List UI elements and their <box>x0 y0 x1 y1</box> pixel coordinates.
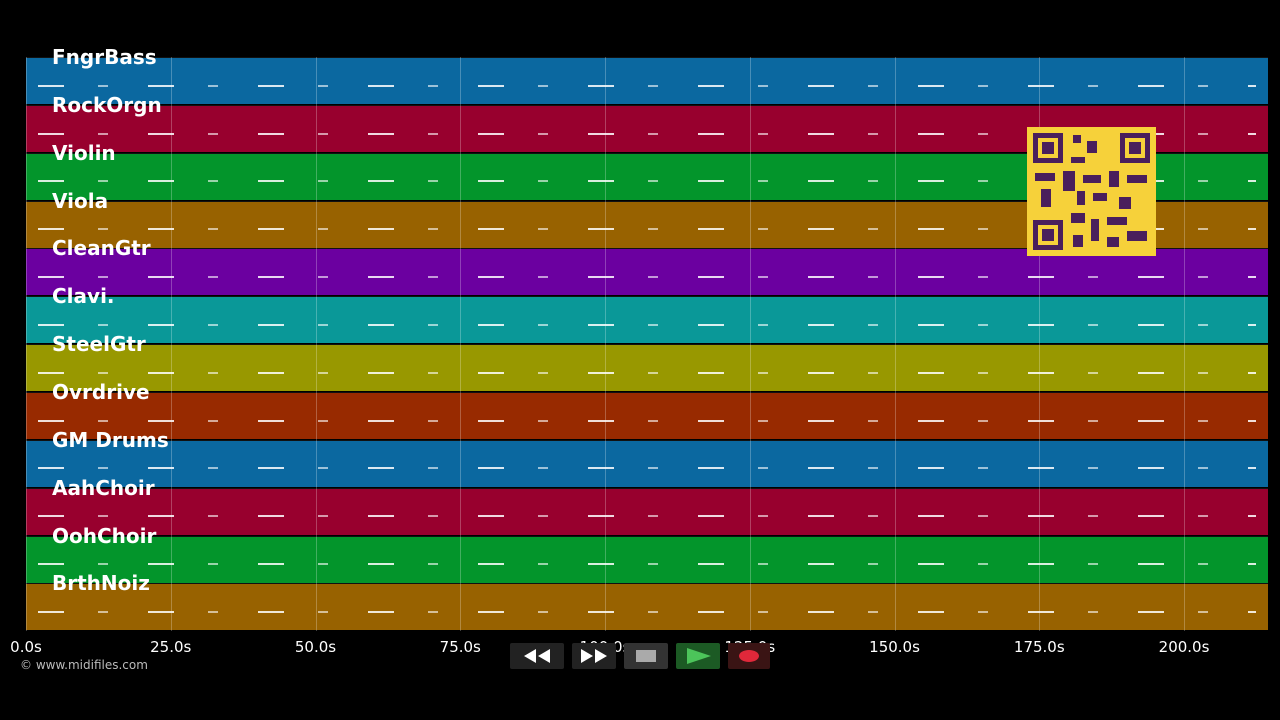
time-tick-label: 25.0s <box>150 638 192 656</box>
grid-line <box>894 57 896 631</box>
track-lane <box>26 487 1268 535</box>
track-lane <box>26 391 1268 439</box>
qr-pattern <box>1033 133 1150 250</box>
rewind-icon <box>524 649 550 663</box>
grid-line <box>170 57 172 631</box>
track-lane <box>26 296 1268 344</box>
time-tick-label: 50.0s <box>294 638 337 656</box>
track-lane <box>26 535 1268 583</box>
copyright: © www.midifiles.com <box>20 658 148 672</box>
track-name: GM Drums <box>52 427 169 452</box>
stop-icon <box>636 650 656 662</box>
track-name: OohChoir <box>52 523 157 548</box>
track-name: Ovrdrive <box>52 379 150 404</box>
grid-line <box>1039 57 1041 631</box>
grid-line <box>1184 57 1186 631</box>
track-name: RockOrgn <box>52 92 162 117</box>
play-icon <box>687 648 711 664</box>
record-icon <box>739 650 759 662</box>
grid-line <box>605 57 607 631</box>
grid-line <box>749 57 751 631</box>
transport <box>510 643 770 669</box>
grid-line <box>315 57 317 631</box>
track-name: BrthNoiz <box>52 571 150 596</box>
track-lane <box>26 439 1268 487</box>
track-lane <box>26 57 1268 104</box>
time-tick-label: 150.0s <box>869 638 920 656</box>
time-tick-label: 200.0s <box>1158 638 1210 656</box>
time-tick-label: 0.0s <box>10 638 42 656</box>
grid-line <box>460 57 462 631</box>
fast-forward-button[interactable] <box>572 643 616 669</box>
track-name: SteelGtr <box>52 332 146 357</box>
track-lane <box>26 248 1268 296</box>
track-name: Violin <box>52 140 116 165</box>
rewind-button[interactable] <box>510 643 564 669</box>
time-tick-label: 75.0s <box>439 638 481 656</box>
track-name: Viola <box>52 188 109 213</box>
track-name: FngrBass <box>52 45 157 69</box>
fast-forward-icon <box>581 649 607 663</box>
track-name: Clavi. <box>52 284 115 309</box>
play-button[interactable] <box>676 643 720 669</box>
track-name: AahChoir <box>52 475 155 500</box>
track-name: CleanGtr <box>52 236 151 261</box>
record-button[interactable] <box>728 643 770 669</box>
grid-line <box>26 57 27 631</box>
time-tick-label: 175.0s <box>1013 638 1065 656</box>
track-lane <box>26 344 1268 392</box>
qr-code <box>1027 127 1156 256</box>
stop-button[interactable] <box>624 643 668 669</box>
track-lane <box>26 583 1268 631</box>
